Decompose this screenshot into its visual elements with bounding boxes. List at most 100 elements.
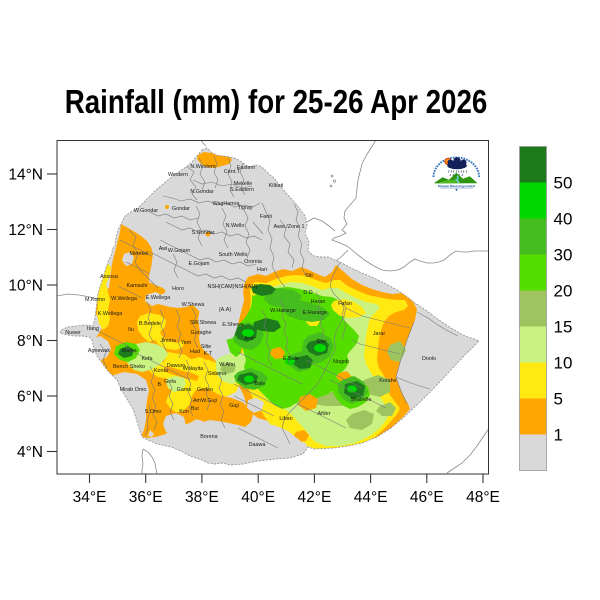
svg-text:Sheka: Sheka (121, 348, 136, 354)
svg-text:40: 40 (554, 210, 573, 229)
svg-text:N.Western: N.Western (190, 164, 215, 170)
svg-text:14°N: 14°N (8, 167, 43, 184)
svg-text:Ethiopian Meteorology Institut: Ethiopian Meteorology Institute (438, 185, 476, 188)
svg-text:40°E: 40°E (241, 489, 275, 506)
svg-text:S.Eastern: S.Eastern (230, 187, 254, 193)
svg-text:E.Wellega: E.Wellega (146, 295, 170, 301)
svg-text:Kon: Kon (179, 409, 189, 415)
svg-text:South Wello: South Wello (219, 252, 248, 258)
svg-text:Jarar: Jarar (373, 331, 385, 337)
svg-text:Afder: Afder (318, 411, 331, 417)
svg-text:(A.A): (A.A) (219, 307, 231, 313)
svg-text:10: 10 (554, 354, 573, 373)
svg-text:48°E: 48°E (466, 489, 500, 506)
svg-text:Fafan: Fafan (338, 301, 352, 307)
svg-text:SW.Shewa: SW.Shewa (190, 320, 216, 326)
svg-text:44°E: 44°E (354, 489, 388, 506)
svg-text:Borena: Borena (200, 434, 217, 440)
svg-text:4°N: 4°N (17, 444, 43, 461)
svg-text:Rainfall (mm) for 25-26 Apr 20: Rainfall (mm) for 25-26 Apr 2026 (65, 84, 488, 121)
svg-text:Doolo: Doolo (422, 356, 436, 362)
svg-text:Metekel: Metekel (130, 251, 149, 257)
svg-text:M.Komo: M.Komo (85, 297, 105, 303)
svg-text:W.Shewa: W.Shewa (182, 302, 205, 308)
svg-text:Daawa: Daawa (249, 442, 266, 448)
svg-text:Hari: Hari (257, 267, 267, 273)
svg-text:10°N: 10°N (8, 278, 43, 295)
svg-text:N.Gondar: N.Gondar (190, 189, 214, 195)
svg-text:W.Hararge: W.Hararge (270, 308, 296, 314)
svg-text:Awi: Awi (159, 246, 168, 252)
svg-text:36°E: 36°E (129, 489, 163, 506)
svg-text:Fanti: Fanti (260, 214, 272, 220)
svg-text:Bale: Bale (255, 381, 266, 387)
svg-text:E.Gojam: E.Gojam (189, 261, 210, 267)
svg-text:Kilbati: Kilbati (269, 183, 284, 189)
svg-text:K.Wellega: K.Wellega (98, 311, 122, 317)
svg-text:WagHamra: WagHamra (212, 201, 239, 207)
svg-text:Siti: Siti (305, 273, 313, 279)
svg-text:Tigray: Tigray (238, 205, 253, 211)
svg-text:Oromia: Oromia (244, 259, 262, 265)
svg-text:Kamashi: Kamashi (127, 283, 148, 289)
svg-text:Eastern: Eastern (237, 165, 256, 171)
svg-text:Mirab Omo: Mirab Omo (120, 387, 147, 393)
svg-text:B.: B. (157, 382, 162, 388)
svg-text:E.Bale: E.Bale (283, 356, 299, 362)
svg-text:Nogob: Nogob (333, 359, 349, 365)
svg-text:12°N: 12°N (8, 222, 43, 239)
svg-text:Horo: Horo (172, 286, 184, 292)
svg-text:6°N: 6°N (17, 389, 43, 406)
svg-text:Arsi: Arsi (244, 336, 253, 342)
svg-text:W.Gondar: W.Gondar (134, 208, 158, 214)
svg-text:Ilu: Ilu (128, 327, 134, 333)
svg-text:34°E: 34°E (73, 489, 107, 506)
svg-text:Yem: Yem (181, 340, 192, 346)
svg-text:NSH(CAM): NSH(CAM) (208, 284, 235, 290)
svg-text:Game: Game (177, 387, 192, 393)
svg-text:Silte: Silte (201, 344, 212, 350)
svg-text:Had: Had (190, 349, 200, 355)
svg-text:W.Arsi: W.Arsi (219, 362, 235, 368)
svg-text:Gondar: Gondar (172, 206, 190, 212)
svg-text:38°E: 38°E (185, 489, 219, 506)
svg-text:1: 1 (554, 426, 563, 445)
svg-text:N.Wello: N.Wello (226, 223, 245, 229)
svg-text:Agnewak: Agnewak (88, 348, 110, 354)
svg-text:46°E: 46°E (410, 489, 444, 506)
svg-text:30: 30 (554, 246, 573, 265)
svg-text:W.Gojam: W.Gojam (168, 248, 191, 254)
svg-text:8°N: 8°N (17, 333, 43, 350)
svg-text:50: 50 (554, 174, 573, 193)
svg-text:S.Gondar: S.Gondar (191, 230, 214, 236)
svg-text:W.Guji: W.Guji (201, 398, 217, 404)
svg-text:20: 20 (554, 282, 573, 301)
svg-text:Guji: Guji (229, 403, 239, 409)
svg-text:Konta: Konta (154, 368, 168, 374)
svg-text:15: 15 (554, 318, 573, 337)
svg-text:Erer: Erer (317, 339, 327, 345)
svg-text:S.Omo: S.Omo (145, 409, 162, 415)
svg-text:Gofa: Gofa (164, 379, 176, 385)
svg-text:E.Shewa: E.Shewa (222, 322, 244, 328)
svg-text:Shabelle: Shabelle (351, 397, 372, 403)
svg-text:Cent.T: Cent.T (224, 169, 241, 175)
svg-text:Am: Am (193, 398, 202, 404)
svg-text:NSH(AM): NSH(AM) (234, 284, 257, 290)
svg-text:Assosa: Assosa (100, 274, 118, 280)
svg-text:D.D: D.D (303, 290, 312, 296)
svg-text:Dawuro: Dawuro (167, 363, 186, 369)
svg-text:Wolayita: Wolayita (183, 366, 204, 372)
svg-text:Mekelle: Mekelle (234, 181, 253, 187)
svg-text:Bur: Bur (191, 406, 200, 412)
svg-text:Sidama: Sidama (208, 371, 226, 377)
svg-text:Western: Western (168, 172, 188, 178)
svg-text:Awsi /Zone 1: Awsi /Zone 1 (273, 224, 304, 230)
svg-text:Haran: Haran (311, 299, 326, 305)
svg-text:Liban: Liban (279, 416, 292, 422)
svg-text:Bench Sheko: Bench Sheko (113, 364, 145, 370)
svg-text:42°E: 42°E (298, 489, 332, 506)
svg-text:E.Hararge: E.Hararge (303, 310, 328, 316)
svg-text:Gedeo: Gedeo (197, 387, 213, 393)
svg-text:5: 5 (554, 390, 563, 409)
